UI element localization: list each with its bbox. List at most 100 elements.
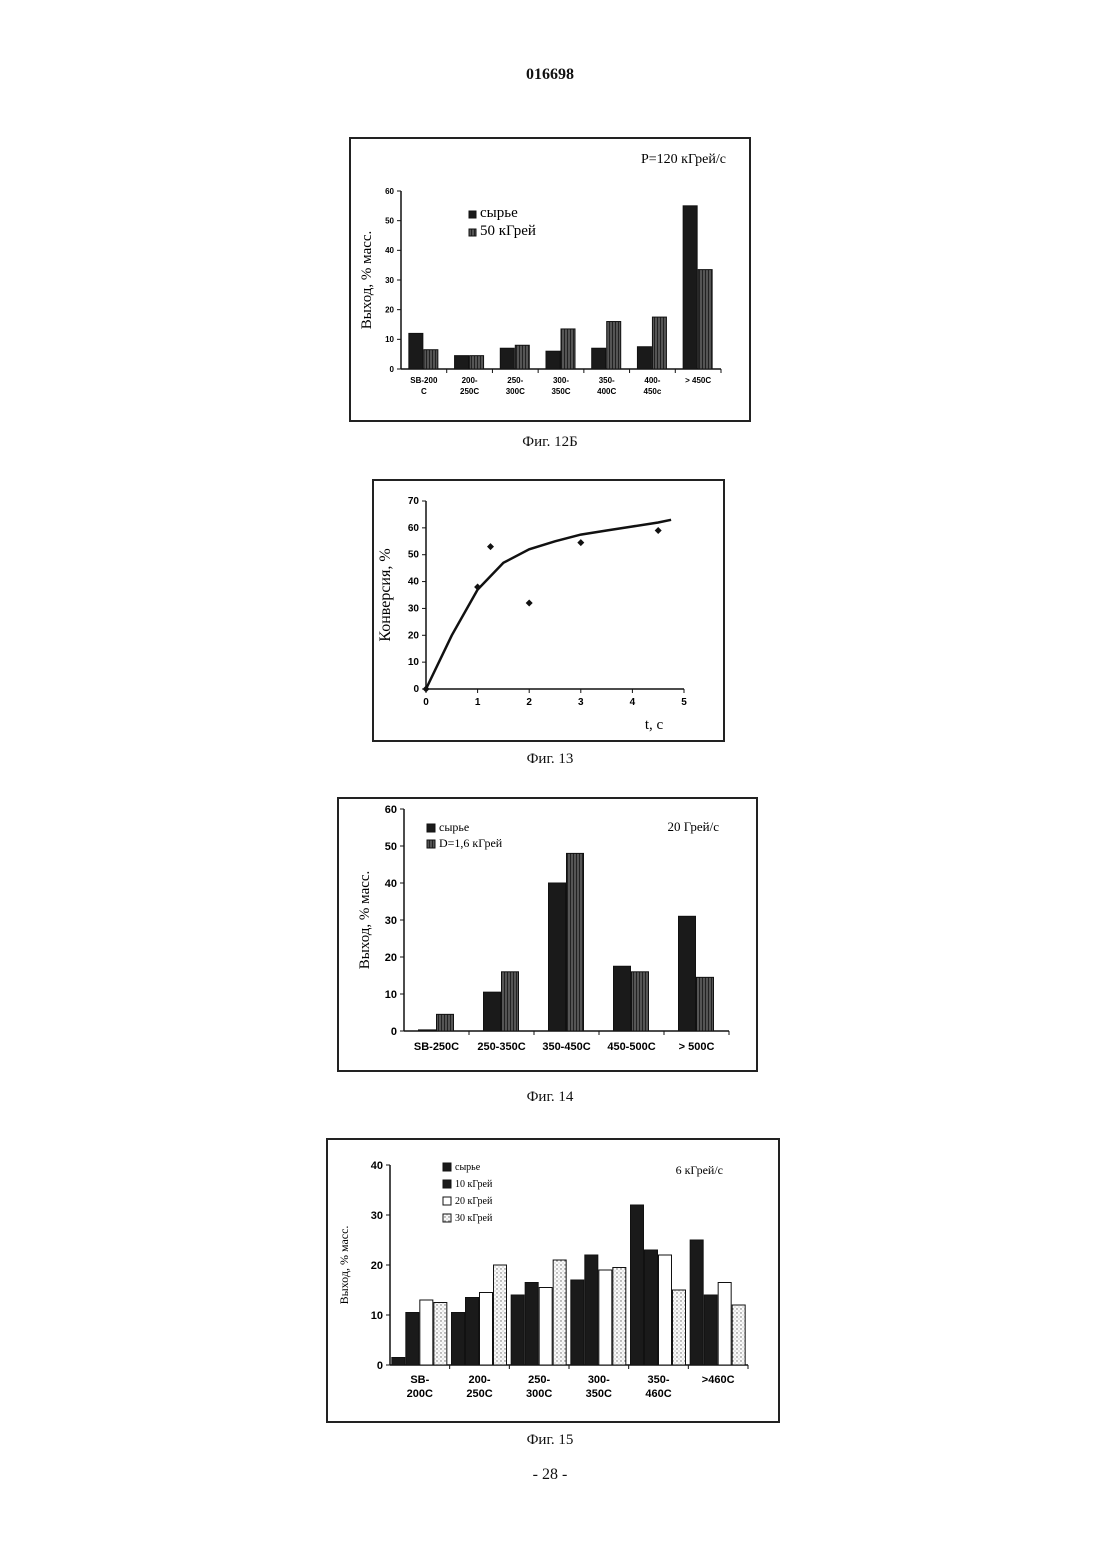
x-tick-label: > 500C [679,1041,715,1053]
x-tick-label: 3 [578,697,584,708]
x-tick-label: 250-350C [477,1041,525,1053]
x-tick-label: 250- [528,1374,550,1386]
page-number: - 28 - [0,1466,1100,1484]
y-tick-label: 70 [408,496,420,507]
y-tick-label: 0 [390,365,395,374]
figure-12b-caption: Фиг. 12Б [0,434,1100,451]
y-tick-label: 50 [385,841,397,853]
legend-label: D=1,6 кГрей [439,836,503,850]
x-tick-label: 400C [597,387,616,396]
figure-15-caption: Фиг. 15 [0,1432,1100,1449]
legend-swatch [443,1214,451,1222]
x-tick-label: 300- [553,376,569,385]
bar-3-4 [673,1290,686,1365]
bar-0-6 [683,206,697,369]
bar-1-0 [406,1313,419,1366]
x-tick-label: 1 [475,697,481,708]
data-point-2 [487,543,494,550]
bar-2-1 [480,1293,493,1366]
bar-1-0 [424,350,438,369]
x-tick-label: 350-450C [542,1041,590,1053]
x-tick-label: C [421,387,427,396]
dose-rate-annotation: P=120 кГрей/с [641,152,726,167]
data-point-3 [526,600,533,607]
x-tick-label: 200- [462,376,478,385]
x-tick-label: 250C [460,387,479,396]
bar-2-2 [539,1288,552,1366]
legend-label: сырье [480,205,518,221]
y-tick-label: 0 [377,1360,383,1372]
x-tick-label: SB-250C [414,1041,459,1053]
x-tick-label: 300- [588,1374,610,1386]
bar-1-5 [704,1295,717,1365]
bar-3-3 [613,1268,626,1366]
bar-2-4 [659,1255,672,1365]
y-tick-label: 30 [408,603,420,614]
bar-1-4 [697,977,714,1031]
bar-0-3 [546,351,560,369]
y-tick-label: 50 [408,550,420,561]
fit-curve [426,520,671,689]
y-tick-label: 60 [385,187,394,196]
x-tick-label: 350C [586,1388,612,1400]
bar-1-0 [437,1014,454,1031]
legend-label: 30 кГрей [455,1213,493,1224]
bar-1-2 [515,345,529,369]
bar-0-2 [549,883,566,1031]
figure-14-caption: Фиг. 14 [0,1089,1100,1106]
legend-label: 50 кГрей [480,223,536,239]
x-tick-label: 250- [507,376,523,385]
x-tick-label: 250C [466,1388,492,1400]
y-tick-label: 10 [408,657,420,668]
x-tick-label: > 450C [685,376,711,385]
y-tick-label: 20 [408,630,420,641]
bar-0-1 [452,1313,465,1366]
bar-1-6 [698,270,712,369]
bar-0-4 [631,1205,644,1365]
x-tick-label: 300C [526,1388,552,1400]
x-tick-label: SB- [410,1374,429,1386]
legend-swatch [427,824,435,832]
y-tick-label: 40 [371,1160,383,1172]
y-tick-label: 30 [371,1210,383,1222]
y-tick-label: 60 [408,523,420,534]
x-tick-label: 0 [423,697,429,708]
bar-3-5 [732,1305,745,1365]
x-tick-label: 4 [630,697,636,708]
y-tick-label: 10 [385,989,397,1001]
bar-1-4 [645,1250,658,1365]
legend-label: сырье [439,820,469,834]
data-point-1 [474,583,481,590]
y-tick-label: 50 [385,216,394,225]
bar-1-3 [632,972,649,1031]
y-axis-title: Конверсия, % [377,548,394,641]
legend-swatch [443,1180,451,1188]
y-tick-label: 10 [385,335,394,344]
y-axis-title: Выход, % масс. [359,231,375,330]
x-tick-label: 460C [645,1388,671,1400]
data-point-5 [655,527,662,534]
bar-1-5 [652,317,666,369]
figure-13-svg: 010203040506070012345Конверсия, %t, с [374,481,723,740]
dose-rate-annotation: 20 Грей/с [667,819,719,834]
x-tick-label: 200C [407,1388,433,1400]
y-tick-label: 20 [385,305,394,314]
figure-15-chart: 010203040SB-200C200-250C250-300C300-350C… [326,1138,780,1423]
figure-12b-chart: 0102030405060SB-200C200-250C250-300C300-… [349,137,751,422]
y-tick-label: 20 [371,1260,383,1272]
bar-0-3 [571,1280,584,1365]
x-tick-label: 200- [468,1374,490,1386]
figure-15-svg: 010203040SB-200C200-250C250-300C300-350C… [328,1140,778,1421]
bar-1-1 [470,356,484,369]
y-axis-title: Выход, % масс. [337,1226,351,1305]
bar-3-2 [553,1260,566,1365]
bar-0-5 [637,347,651,369]
y-tick-label: 0 [413,684,419,695]
x-tick-label: >460C [702,1374,735,1386]
y-tick-label: 40 [385,246,394,255]
legend-swatch [469,229,476,236]
y-tick-label: 30 [385,276,394,285]
x-tick-label: 400- [644,376,660,385]
figure-12b-svg: 0102030405060SB-200C200-250C250-300C300-… [351,139,749,420]
legend-label: сырье [455,1162,481,1173]
